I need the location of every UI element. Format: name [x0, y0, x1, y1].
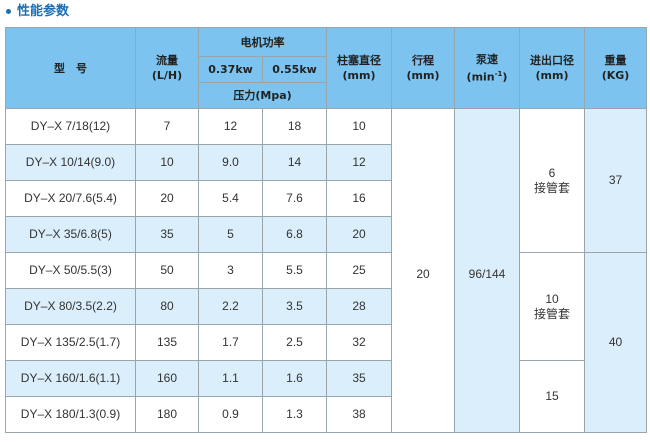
cell-p2: 1.3 — [262, 396, 327, 433]
cell-port: 15 — [519, 360, 585, 433]
cell-p1: 1.1 — [198, 360, 263, 397]
header-power-1: 0.37kw — [198, 56, 263, 83]
cell-p2: 5.5 — [262, 252, 327, 289]
cell-port: 10 接管套 — [519, 252, 585, 361]
cell-flow: 50 — [135, 252, 199, 289]
section-title: 性能参数 — [6, 0, 69, 19]
cell-p1: 2.2 — [198, 288, 263, 325]
cell-plunger: 35 — [326, 360, 392, 397]
cell-plunger: 16 — [326, 180, 392, 217]
cell-p2: 18 — [262, 108, 327, 145]
cell-weight: 40 — [584, 252, 647, 433]
table-row: DY–X 7/18(12) 7 12 18 10 20 96/144 6 接管套 37 — [5, 108, 647, 433]
cell-p2: 7.6 — [262, 180, 327, 217]
cell-plunger: 20 — [326, 216, 392, 253]
cell-model: DY–X 135/2.5(1.7) — [5, 324, 136, 361]
table-row: DY–X 80/3.5(2.2) 80 2.2 3.5 28 — [5, 288, 647, 325]
cell-p2: 3.5 — [262, 288, 327, 325]
header-motor-power: 电机功率 — [198, 27, 327, 57]
cell-model: DY–X 35/6.8(5) — [5, 216, 136, 253]
cell-p2: 14 — [262, 144, 327, 181]
header-speed: 泵速 (min-1) — [454, 27, 520, 109]
cell-plunger: 32 — [326, 324, 392, 361]
header-flow: 流量 (L/H) — [135, 27, 199, 109]
table-row: DY–X 50/5.5(3) 50 3 5.5 25 10 接管套 40 — [5, 252, 647, 433]
cell-p1: 5.4 — [198, 180, 263, 217]
cell-flow: 7 — [135, 108, 199, 145]
cell-flow: 135 — [135, 324, 199, 361]
header-port: 进出口径 (mm) — [519, 27, 585, 109]
cell-p1: 5 — [198, 216, 263, 253]
cell-model: DY–X 50/5.5(3) — [5, 252, 136, 289]
table-row: DY–X 20/7.6(5.4) 20 5.4 7.6 16 — [5, 180, 647, 217]
cell-p1: 1.7 — [198, 324, 263, 361]
cell-p2: 1.6 — [262, 360, 327, 397]
cell-p1: 0.9 — [198, 396, 263, 433]
cell-p1: 3 — [198, 252, 263, 289]
header-power-2: 0.55kw — [262, 56, 327, 83]
cell-model: DY–X 7/18(12) — [5, 108, 136, 145]
cell-flow: 160 — [135, 360, 199, 397]
table-row: DY–X 35/6.8(5) 35 5 6.8 20 — [5, 216, 647, 253]
cell-plunger: 25 — [326, 252, 392, 289]
cell-flow: 35 — [135, 216, 199, 253]
header-pressure: 压力(Mpa) — [198, 82, 327, 109]
cell-model: DY–X 180/1.3(0.9) — [5, 396, 136, 433]
cell-plunger: 28 — [326, 288, 392, 325]
header-stroke: 行程 (mm) — [391, 27, 455, 109]
cell-flow: 20 — [135, 180, 199, 217]
table-row: DY–X 135/2.5(1.7) 135 1.7 2.5 32 — [5, 324, 647, 361]
cell-stroke: 20 — [391, 108, 455, 433]
cell-model: DY–X 80/3.5(2.2) — [5, 288, 136, 325]
cell-p2: 2.5 — [262, 324, 327, 361]
cell-plunger: 10 — [326, 108, 392, 145]
cell-p1: 12 — [198, 108, 263, 145]
header-model: 型 号 — [5, 27, 136, 109]
cell-weight: 37 — [584, 108, 647, 253]
performance-table: 型 号 流量 (L/H) 电机功率 柱塞直径 (mm) 行程 (mm) 泵速 (min-… — [5, 27, 647, 433]
cell-model: DY–X 160/1.6(1.1) — [5, 360, 136, 397]
cell-plunger: 38 — [326, 396, 392, 433]
cell-model: DY–X 20/7.6(5.4) — [5, 180, 136, 217]
cell-flow: 80 — [135, 288, 199, 325]
header-weight: 重量 (KG) — [584, 27, 647, 109]
table-row: DY–X 10/14(9.0) 10 9.0 14 12 — [5, 144, 647, 181]
cell-speed: 96/144 — [454, 108, 520, 433]
cell-plunger: 12 — [326, 144, 392, 181]
cell-p2: 6.8 — [262, 216, 327, 253]
header-plunger: 柱塞直径 (mm) — [326, 27, 392, 109]
cell-flow: 10 — [135, 144, 199, 181]
cell-p1: 9.0 — [198, 144, 263, 181]
cell-flow: 180 — [135, 396, 199, 433]
cell-model: DY–X 10/14(9.0) — [5, 144, 136, 181]
cell-port: 6 接管套 — [519, 108, 585, 253]
bullet-icon — [6, 9, 11, 14]
table-row: DY–X 160/1.6(1.1) 160 1.1 1.6 35 15 — [5, 360, 647, 433]
table-row: DY–X 180/1.3(0.9) 180 0.9 1.3 38 — [5, 396, 647, 433]
